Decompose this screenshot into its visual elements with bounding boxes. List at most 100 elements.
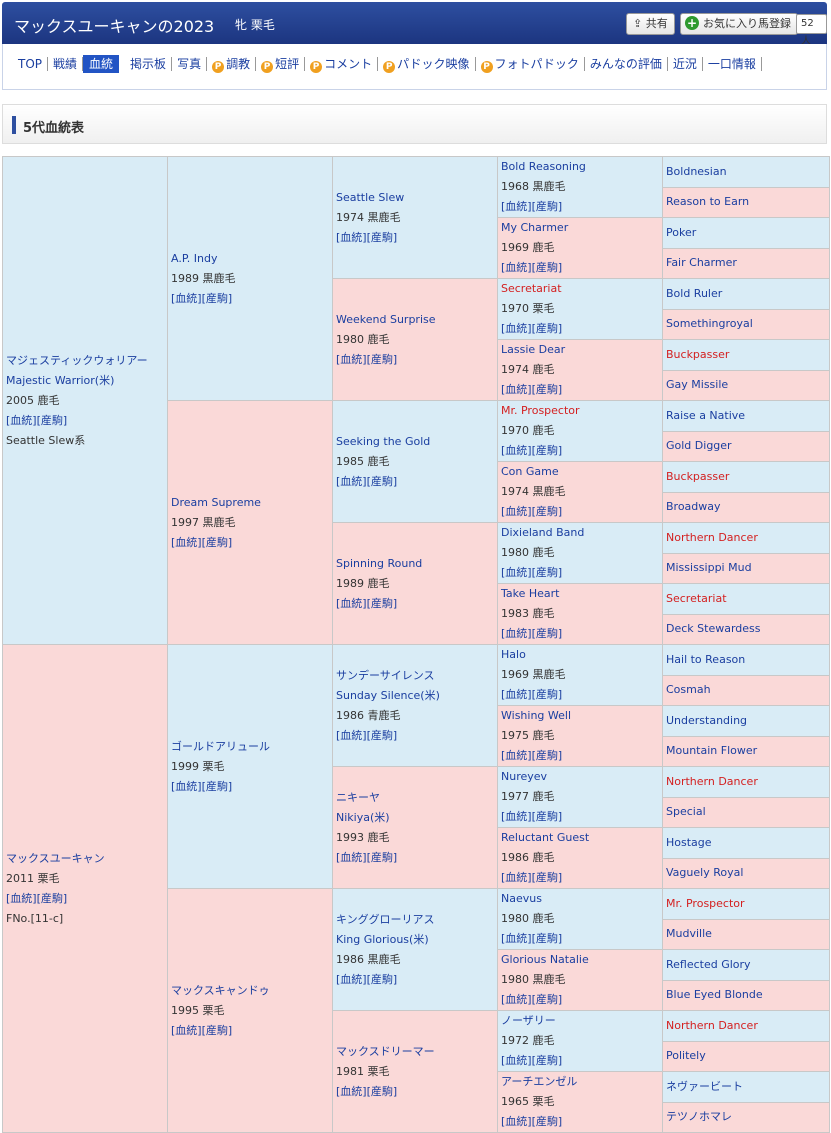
horse-name-link[interactable]: Hail to Reason <box>666 652 746 666</box>
pedigree-offspring-links[interactable]: [血統][産駒] <box>501 566 563 579</box>
nav-ratings[interactable]: みんなの評価 <box>585 57 668 71</box>
horse-name-link[interactable]: ノーザリー <box>501 1014 556 1027</box>
horse-name-link[interactable]: Wishing Well <box>501 709 572 722</box>
horse-name-link[interactable]: Take Heart <box>501 587 560 600</box>
horse-name-link[interactable]: ネヴァービート <box>666 1079 743 1093</box>
horse-name-link[interactable]: Nureyev <box>501 770 548 783</box>
pedigree-offspring-links[interactable]: [血統][産駒] <box>501 932 563 945</box>
horse-name-link[interactable]: マックスドリーマー <box>336 1044 435 1058</box>
horse-name-link[interactable]: Northern Dancer <box>666 774 758 788</box>
pedigree-offspring-links[interactable]: [血統][産駒] <box>336 596 398 610</box>
pedigree-offspring-links[interactable]: [血統][産駒] <box>6 413 68 427</box>
horse-name-link[interactable]: Bold Ruler <box>666 286 723 300</box>
nav-pedigree[interactable]: 血統 <box>83 55 120 73</box>
pedigree-offspring-links[interactable]: [血統][産駒] <box>336 850 398 864</box>
pedigree-offspring-links[interactable]: [血統][産駒] <box>501 810 563 823</box>
pedigree-offspring-links[interactable]: [血統][産駒] <box>336 230 398 244</box>
nav-paddock-video[interactable]: P パドック映像 <box>378 57 476 73</box>
pedigree-offspring-links[interactable]: [血統][産駒] <box>6 891 68 905</box>
nav-photo[interactable]: 写真 <box>172 57 208 71</box>
horse-name-link[interactable]: Northern Dancer <box>666 1018 758 1032</box>
horse-name-link[interactable]: サンデーサイレンス <box>336 668 435 682</box>
horse-name-link[interactable]: Dixieland Band <box>501 526 585 539</box>
horse-name-link[interactable]: Buckpasser <box>666 347 730 361</box>
pedigree-offspring-links[interactable]: [血統][産駒] <box>501 383 563 396</box>
horse-name-link[interactable]: Mississippi Mud <box>666 561 752 575</box>
horse-name-link[interactable]: Bold Reasoning <box>501 160 586 173</box>
horse-name-link[interactable]: Broadway <box>666 500 721 514</box>
horse-name-link[interactable]: Dream Supreme <box>171 495 261 509</box>
pedigree-offspring-links[interactable]: [血統][産駒] <box>171 1023 233 1037</box>
nav-owner-info[interactable]: 一口情報 <box>703 57 762 71</box>
pedigree-offspring-links[interactable]: [血統][産駒] <box>336 728 398 742</box>
pedigree-offspring-links[interactable]: [血統][産駒] <box>501 749 563 762</box>
pedigree-offspring-links[interactable]: [血統][産駒] <box>171 779 233 793</box>
nav-short-review[interactable]: P 短評 <box>256 57 306 73</box>
pedigree-offspring-links[interactable]: [血統][産駒] <box>336 1084 398 1098</box>
horse-name-link[interactable]: Northern Dancer <box>666 530 758 544</box>
pedigree-offspring-links[interactable]: [血統][産駒] <box>501 200 563 213</box>
horse-name-link[interactable]: Seattle Slew <box>336 190 405 204</box>
horse-name-link[interactable]: Fair Charmer <box>666 256 737 270</box>
horse-name-link[interactable]: Spinning Round <box>336 556 423 570</box>
pedigree-offspring-links[interactable]: [血統][産駒] <box>336 474 398 488</box>
horse-name-link[interactable]: Naevus <box>501 892 542 905</box>
horse-name-link[interactable]: Seeking the Gold <box>336 434 431 448</box>
horse-name-link[interactable]: Mr. Prospector <box>666 896 745 910</box>
horse-name-link[interactable]: Lassie Dear <box>501 343 566 356</box>
horse-name-en[interactable]: King Glorious(米) <box>336 932 429 946</box>
pedigree-offspring-links[interactable]: [血統][産駒] <box>501 505 563 518</box>
pedigree-offspring-links[interactable]: [血統][産駒] <box>501 261 563 274</box>
horse-name-link[interactable]: Blue Eyed Blonde <box>666 988 763 1002</box>
horse-name-link[interactable]: Hostage <box>666 835 712 849</box>
pedigree-offspring-links[interactable]: [血統][産駒] <box>501 1054 563 1067</box>
horse-name-link[interactable]: My Charmer <box>501 221 569 234</box>
nav-training[interactable]: P 調教 <box>207 57 257 73</box>
pedigree-offspring-links[interactable]: [血統][産駒] <box>171 291 233 305</box>
horse-name-link[interactable]: Glorious Natalie <box>501 953 589 966</box>
pedigree-offspring-links[interactable]: [血統][産駒] <box>171 535 233 549</box>
favorite-button[interactable]: + お気に入り馬登録 <box>680 13 798 35</box>
horse-name-link[interactable]: Reluctant Guest <box>501 831 590 844</box>
nav-photo-paddock[interactable]: P フォトパドック <box>476 57 585 73</box>
nav-results[interactable]: 戦績 <box>48 57 84 71</box>
nav-top[interactable]: TOP <box>13 57 49 71</box>
pedigree-offspring-links[interactable]: [血統][産駒] <box>501 1115 563 1128</box>
horse-name-link[interactable]: アーチエンゼル <box>501 1075 578 1088</box>
horse-name-link[interactable]: Vaguely Royal <box>666 866 744 880</box>
horse-name-link[interactable]: ゴールドアリュール <box>171 739 270 753</box>
horse-name-link[interactable]: Boldnesian <box>666 164 727 178</box>
horse-name-en[interactable]: Sunday Silence(米) <box>336 688 440 702</box>
nav-board[interactable]: 掲示板 <box>125 57 173 71</box>
pedigree-offspring-links[interactable]: [血統][産駒] <box>501 688 563 701</box>
horse-name-link[interactable]: Mountain Flower <box>666 744 758 758</box>
pedigree-offspring-links[interactable]: [血統][産駒] <box>501 322 563 335</box>
pedigree-offspring-links[interactable]: [血統][産駒] <box>336 352 398 366</box>
horse-name-link[interactable]: Special <box>666 805 706 819</box>
horse-name-link[interactable]: Deck Stewardess <box>666 622 761 636</box>
horse-name-link[interactable]: Gay Missile <box>666 378 729 392</box>
horse-name-link[interactable]: Secretariat <box>666 591 727 605</box>
horse-name-link[interactable]: Gold Digger <box>666 439 732 453</box>
horse-name-link[interactable]: Secretariat <box>501 282 562 295</box>
horse-name-link[interactable]: テツノホマレ <box>666 1110 732 1124</box>
horse-name-link[interactable]: Poker <box>666 225 697 239</box>
share-button[interactable]: ⇪ 共有 <box>626 13 675 35</box>
horse-name-link[interactable]: Reason to Earn <box>666 195 750 209</box>
pedigree-offspring-links[interactable]: [血統][産駒] <box>501 444 563 457</box>
horse-name-link[interactable]: マックスユーキャン <box>6 851 105 865</box>
horse-name-link[interactable]: Politely <box>666 1049 706 1063</box>
pedigree-offspring-links[interactable]: [血統][産駒] <box>501 627 563 640</box>
nav-recent[interactable]: 近況 <box>668 57 703 71</box>
horse-name-link[interactable]: Weekend Surprise <box>336 312 436 326</box>
horse-name-link[interactable]: Halo <box>501 648 526 661</box>
horse-name-link[interactable]: Cosmah <box>666 683 711 697</box>
horse-name-link[interactable]: Mr. Prospector <box>501 404 580 417</box>
horse-name-link[interactable]: Mudville <box>666 927 712 941</box>
pedigree-offspring-links[interactable]: [血統][産駒] <box>501 871 563 884</box>
horse-name-link[interactable]: Somethingroyal <box>666 317 753 331</box>
horse-name-link[interactable]: キンググローリアス <box>336 912 435 926</box>
pedigree-offspring-links[interactable]: [血統][産駒] <box>336 972 398 986</box>
horse-name-en[interactable]: Nikiya(米) <box>336 810 390 824</box>
horse-name-link[interactable]: Understanding <box>666 713 748 727</box>
